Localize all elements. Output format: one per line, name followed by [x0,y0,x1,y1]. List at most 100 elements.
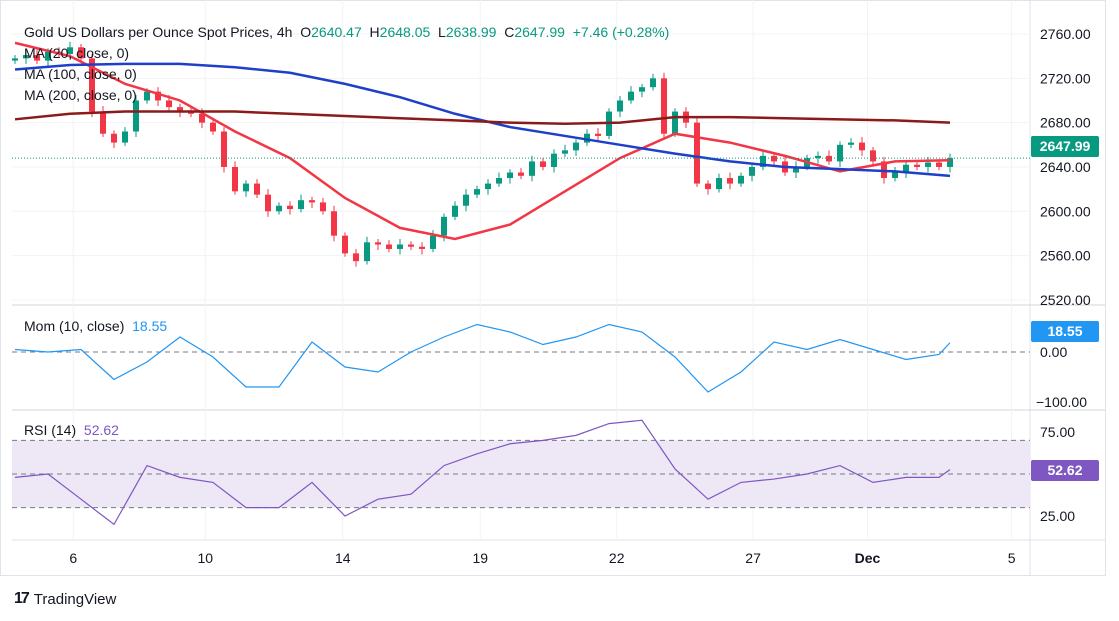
candle-body [408,244,414,247]
high-value: 2648.05 [379,24,431,40]
candle-body [584,133,590,143]
candle-body [89,58,95,112]
candle-body [540,161,546,167]
time-tick-label: 27 [745,550,761,566]
candle-body [78,47,84,59]
rsi-tick-label: 25.00 [1040,508,1075,524]
candle-body [386,244,392,249]
candle-body [232,166,238,192]
rsi-label: RSI (14) [24,422,77,438]
candle-body [661,78,667,134]
time-tick-label: 5 [1008,550,1016,566]
ma100-legend[interactable]: MA (100, close, 0) [24,66,137,82]
close-value: 2647.99 [514,24,565,40]
mom-tick-label: 0.00 [1040,344,1067,360]
candle-body [518,172,524,176]
candle-body [441,216,447,236]
candle-body [287,205,293,210]
mom-line [14,323,951,393]
candle-body [529,161,535,176]
candle-body [45,51,51,61]
candle-body [12,58,18,61]
candle-body [430,235,436,249]
candle-body [342,235,348,254]
candle-body [133,100,139,132]
candle-body [67,47,73,54]
mom-value-tag: 18.55 [1031,321,1099,342]
candle-body [727,178,733,184]
candle-body [320,202,326,212]
rsi-line [14,419,951,526]
open-value: 2640.47 [311,24,362,40]
candle-body [485,183,491,190]
candle-body [705,183,711,190]
mom-legend[interactable]: Mom (10, close) 18.55 [24,318,167,334]
time-tick-label: 10 [198,550,214,566]
rsi-value: 52.62 [83,422,119,438]
candle-body [573,142,579,151]
candle-body [815,155,821,159]
candle-body [397,244,403,249]
ma200-line [14,110,951,125]
candle-body [595,133,601,136]
tradingview-logo-icon: 17 [14,590,30,607]
candle-body [166,100,172,108]
candle-body [903,164,909,173]
candle-body [826,155,832,162]
last-price-tag: 2647.99 [1031,136,1099,157]
candle-body [749,166,755,176]
candle-body [243,183,249,192]
candle-body [375,242,381,245]
candle-body [694,122,700,184]
candle-body [155,91,161,101]
candle-body [419,246,425,249]
rsi-tick-label: 75.00 [1040,424,1075,440]
candle-body [760,155,766,167]
close-label: C [504,24,515,40]
time-tick-label: 14 [335,550,351,566]
candle-body [672,111,678,134]
candle-body [496,178,502,184]
ma20-legend[interactable]: MA (20, close, 0) [24,45,130,61]
symbol-title: Gold US Dollars per Ounce Spot Prices, 4… [24,24,293,40]
candle-body [100,111,106,134]
candle-body [507,172,513,179]
candle-body [298,200,304,210]
candle-body [276,205,282,212]
open-label: O [300,24,312,40]
candle-body [892,172,898,179]
price-tick-label: 2680.00 [1040,115,1091,131]
candle-body [562,150,568,154]
price-tick-label: 2760.00 [1040,26,1091,42]
candle-body [144,91,150,101]
price-tick-label: 2640.00 [1040,159,1091,175]
mom-label: Mom (10, close) [24,318,125,334]
candle-body [199,113,205,123]
high-label: H [369,24,380,40]
symbol-legend: Gold US Dollars per Ounce Spot Prices, 4… [24,24,669,40]
candle-body [936,162,942,167]
candle-body [364,242,370,262]
tradingview-logo[interactable]: 17 TradingView [14,590,116,608]
rsi-legend[interactable]: RSI (14) 52.62 [24,422,119,438]
rsi-value-tag: 52.62 [1031,460,1099,481]
candle-body [34,55,40,61]
mom-value: 18.55 [132,318,168,334]
mom-tick-label: −100.00 [1036,394,1087,410]
ma200-legend[interactable]: MA (200, close, 0) [24,87,137,103]
candle-body [870,150,876,162]
candle-body [859,142,865,151]
candle-body [793,166,799,173]
time-tick-label: 6 [69,550,77,566]
candle-body [771,155,777,162]
candle-body [639,87,645,92]
candle-body [474,189,480,195]
time-tick-label: 19 [473,550,489,566]
chart-frame [0,0,1106,576]
candle-body [254,183,260,195]
candle-body [452,205,458,217]
low-label: L [438,24,446,40]
candle-body [265,194,271,212]
